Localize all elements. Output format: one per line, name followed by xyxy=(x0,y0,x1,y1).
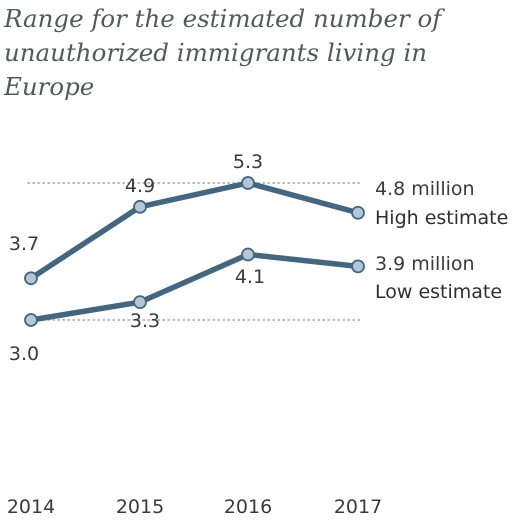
series-label-low: Low estimate xyxy=(375,281,502,303)
data-point-high-2015 xyxy=(133,199,147,214)
data-label-high-2015: 4.9 xyxy=(125,175,155,197)
data-label-low-2014: 3.0 xyxy=(9,343,39,365)
data-point-high-2017 xyxy=(351,205,365,220)
chart-title: Range for the estimated number of unauth… xyxy=(4,4,442,101)
series-line-high xyxy=(28,180,361,282)
data-point-low-2014 xyxy=(24,313,38,327)
x-tick-label-2015: 2015 xyxy=(116,496,164,518)
series-line-low xyxy=(28,251,361,323)
data-label-high-2014: 3.7 xyxy=(9,233,39,255)
x-tick-label-2017: 2017 xyxy=(334,496,382,518)
x-tick-label-2016: 2016 xyxy=(224,496,272,518)
data-point-high-2014 xyxy=(24,271,38,286)
data-label-low-2016: 4.1 xyxy=(235,266,265,288)
x-tick-label-2014: 2014 xyxy=(7,496,55,518)
data-label-low-2017: 3.9 million xyxy=(375,253,475,275)
data-label-low-2015: 3.3 xyxy=(130,310,160,332)
data-point-low-2017 xyxy=(351,259,365,274)
data-label-high-2017: 4.8 million xyxy=(375,178,475,200)
series-label-high: High estimate xyxy=(375,207,508,229)
data-point-high-2016 xyxy=(241,176,255,190)
data-label-high-2016: 5.3 xyxy=(233,151,263,173)
data-point-low-2015 xyxy=(133,295,147,310)
data-point-low-2016 xyxy=(241,247,255,262)
